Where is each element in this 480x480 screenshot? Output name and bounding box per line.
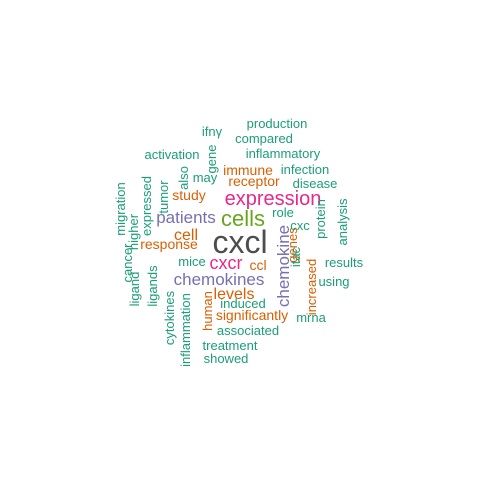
word-infection: infection bbox=[281, 162, 329, 177]
word-disease: disease bbox=[293, 176, 338, 191]
word-compared: compared bbox=[235, 131, 293, 146]
word-higher: higher bbox=[126, 213, 141, 250]
word-itac: itac bbox=[288, 246, 303, 267]
word-expression: expression bbox=[225, 188, 322, 210]
word-cxcr: cxcr bbox=[210, 253, 243, 273]
word-genes: genes bbox=[285, 227, 300, 263]
word-cxc: cxc bbox=[290, 218, 310, 233]
word-role: role bbox=[272, 205, 294, 220]
word-immune: immune bbox=[223, 162, 273, 178]
word-chemokines: chemokines bbox=[174, 270, 265, 289]
word-ccl: ccl bbox=[249, 257, 266, 273]
word-cells: cells bbox=[221, 206, 265, 231]
word-inflammation: inflammation bbox=[178, 293, 193, 367]
word-ligands: ligands bbox=[145, 265, 160, 307]
word-mice: mice bbox=[178, 254, 205, 269]
word-showed: showed bbox=[204, 351, 249, 366]
word-increased: increased bbox=[304, 259, 319, 315]
word-expressed: expressed bbox=[139, 176, 154, 236]
word-using: using bbox=[318, 274, 349, 289]
word-chemokine: chemokine bbox=[274, 225, 293, 307]
word-ligand: ligand bbox=[127, 272, 142, 307]
word-results: results bbox=[325, 255, 364, 270]
word-cxcl: cxcl bbox=[212, 224, 267, 260]
word-induced: induced bbox=[220, 296, 266, 311]
word-patients: patients bbox=[156, 208, 216, 227]
word-gene: gene bbox=[204, 145, 219, 174]
word-human: human bbox=[200, 291, 215, 331]
word-study: study bbox=[172, 187, 205, 203]
word-activation: activation bbox=[145, 147, 200, 162]
word-cancer: cancer bbox=[120, 243, 135, 283]
word-production: production bbox=[247, 116, 308, 131]
word-migration: migration bbox=[113, 182, 128, 235]
word-levels: levels bbox=[214, 286, 255, 303]
word-ifn: ifnγ bbox=[202, 124, 223, 139]
word-also: also bbox=[176, 166, 191, 190]
word-mrna: mrna bbox=[296, 310, 326, 325]
word-significantly: significantly bbox=[216, 307, 288, 323]
word-may: may bbox=[193, 170, 218, 185]
word-treatment: treatment bbox=[203, 338, 258, 353]
word-cell: cell bbox=[174, 227, 198, 244]
word-receptor: receptor bbox=[228, 173, 280, 189]
word-associated: associated bbox=[217, 323, 279, 338]
word-analysis: analysis bbox=[335, 198, 350, 245]
word-inflammatory: inflammatory bbox=[246, 146, 321, 161]
word-tumor: tumor bbox=[156, 180, 171, 214]
word-protein: protein bbox=[313, 199, 328, 239]
word-response: response bbox=[140, 236, 198, 252]
word-cytokines: cytokines bbox=[162, 290, 177, 345]
